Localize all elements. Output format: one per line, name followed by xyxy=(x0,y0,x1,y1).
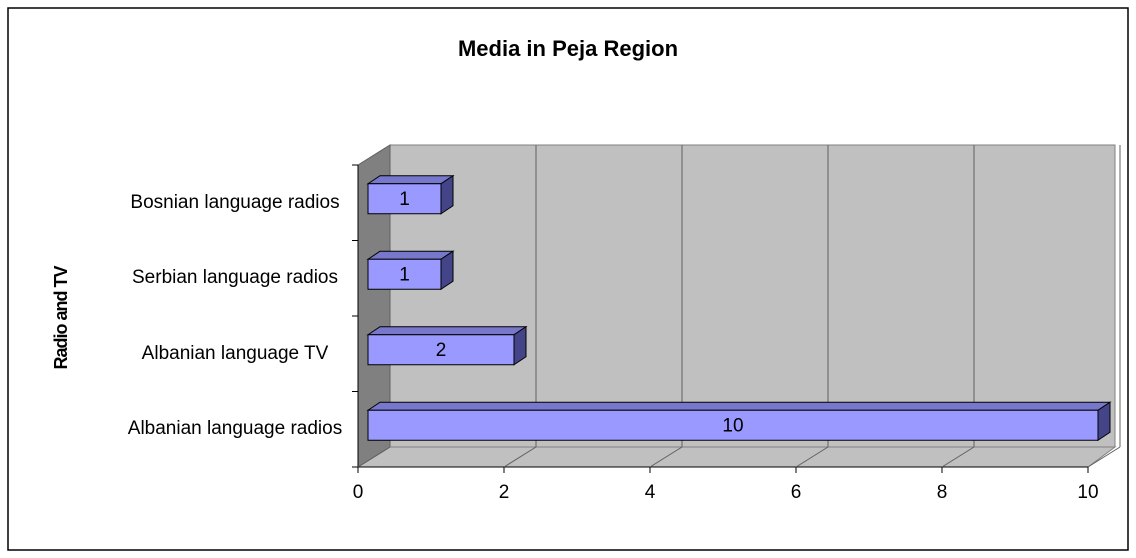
y-tick-label: Serbian language radios xyxy=(132,267,338,289)
bar-top xyxy=(366,250,455,260)
bar xyxy=(367,183,442,215)
floor-grid-line xyxy=(795,446,829,468)
y-tick-label: Albanian language radios xyxy=(127,418,343,440)
bar-3d: 10 xyxy=(366,401,1112,442)
floor-grid-line xyxy=(503,446,537,468)
x-tick-label: 8 xyxy=(937,482,948,503)
data-label: 2 xyxy=(436,340,447,361)
bar-top xyxy=(366,401,1112,411)
data-label: 10 xyxy=(722,415,743,436)
floor-grid-line xyxy=(649,446,683,468)
x-tick-label: 10 xyxy=(1077,482,1098,503)
y-tick-label: Albanian language TV xyxy=(141,342,329,364)
data-label: 1 xyxy=(399,264,410,285)
data-label: 1 xyxy=(399,189,410,210)
floor-grid-line xyxy=(1087,446,1121,468)
floor xyxy=(356,446,1117,468)
y-axis-label: Radio and TV xyxy=(51,266,71,370)
x-tick-label: 0 xyxy=(353,482,364,503)
floor-grid-line xyxy=(941,446,975,468)
chart-title: Media in Peja Region xyxy=(458,36,678,61)
x-tick-label: 2 xyxy=(499,482,510,503)
x-tick-label: 4 xyxy=(645,482,656,503)
bar-top xyxy=(366,175,455,185)
bar-top xyxy=(366,326,528,336)
bar xyxy=(367,409,1099,441)
back-wall xyxy=(389,144,1116,448)
bar-3d: 1 xyxy=(366,174,455,215)
bar-3d: 1 xyxy=(366,250,455,291)
bar xyxy=(367,334,515,366)
y-tick-label: Bosnian language radios xyxy=(130,191,340,213)
floor-grid-line xyxy=(357,446,391,468)
x-tick-label: 6 xyxy=(791,482,802,503)
bar xyxy=(367,258,442,290)
bar-3d: 2 xyxy=(366,325,528,366)
